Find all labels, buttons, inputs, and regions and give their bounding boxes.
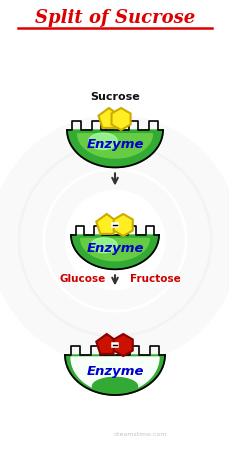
Polygon shape: [92, 378, 137, 395]
Polygon shape: [80, 238, 149, 261]
Polygon shape: [96, 214, 117, 234]
Polygon shape: [67, 130, 162, 167]
Text: Glucose: Glucose: [60, 274, 106, 284]
FancyBboxPatch shape: [113, 116, 116, 122]
Polygon shape: [92, 362, 117, 376]
Polygon shape: [77, 134, 152, 158]
Polygon shape: [71, 357, 158, 392]
Text: Enzyme: Enzyme: [86, 242, 143, 255]
Polygon shape: [98, 108, 119, 128]
Polygon shape: [111, 108, 130, 130]
Text: Split of Sucrose: Split of Sucrose: [35, 9, 194, 27]
Text: Sucrose: Sucrose: [90, 92, 139, 102]
Polygon shape: [65, 355, 164, 395]
Polygon shape: [90, 238, 117, 253]
Text: Enzyme: Enzyme: [86, 138, 143, 151]
Text: Fructose: Fructose: [129, 274, 180, 284]
Polygon shape: [96, 334, 117, 354]
Polygon shape: [88, 133, 117, 149]
Text: dreamstime.com: dreamstime.com: [113, 432, 166, 437]
Polygon shape: [71, 235, 158, 269]
Text: Enzyme: Enzyme: [86, 365, 143, 378]
Polygon shape: [113, 214, 132, 236]
Polygon shape: [113, 334, 132, 356]
